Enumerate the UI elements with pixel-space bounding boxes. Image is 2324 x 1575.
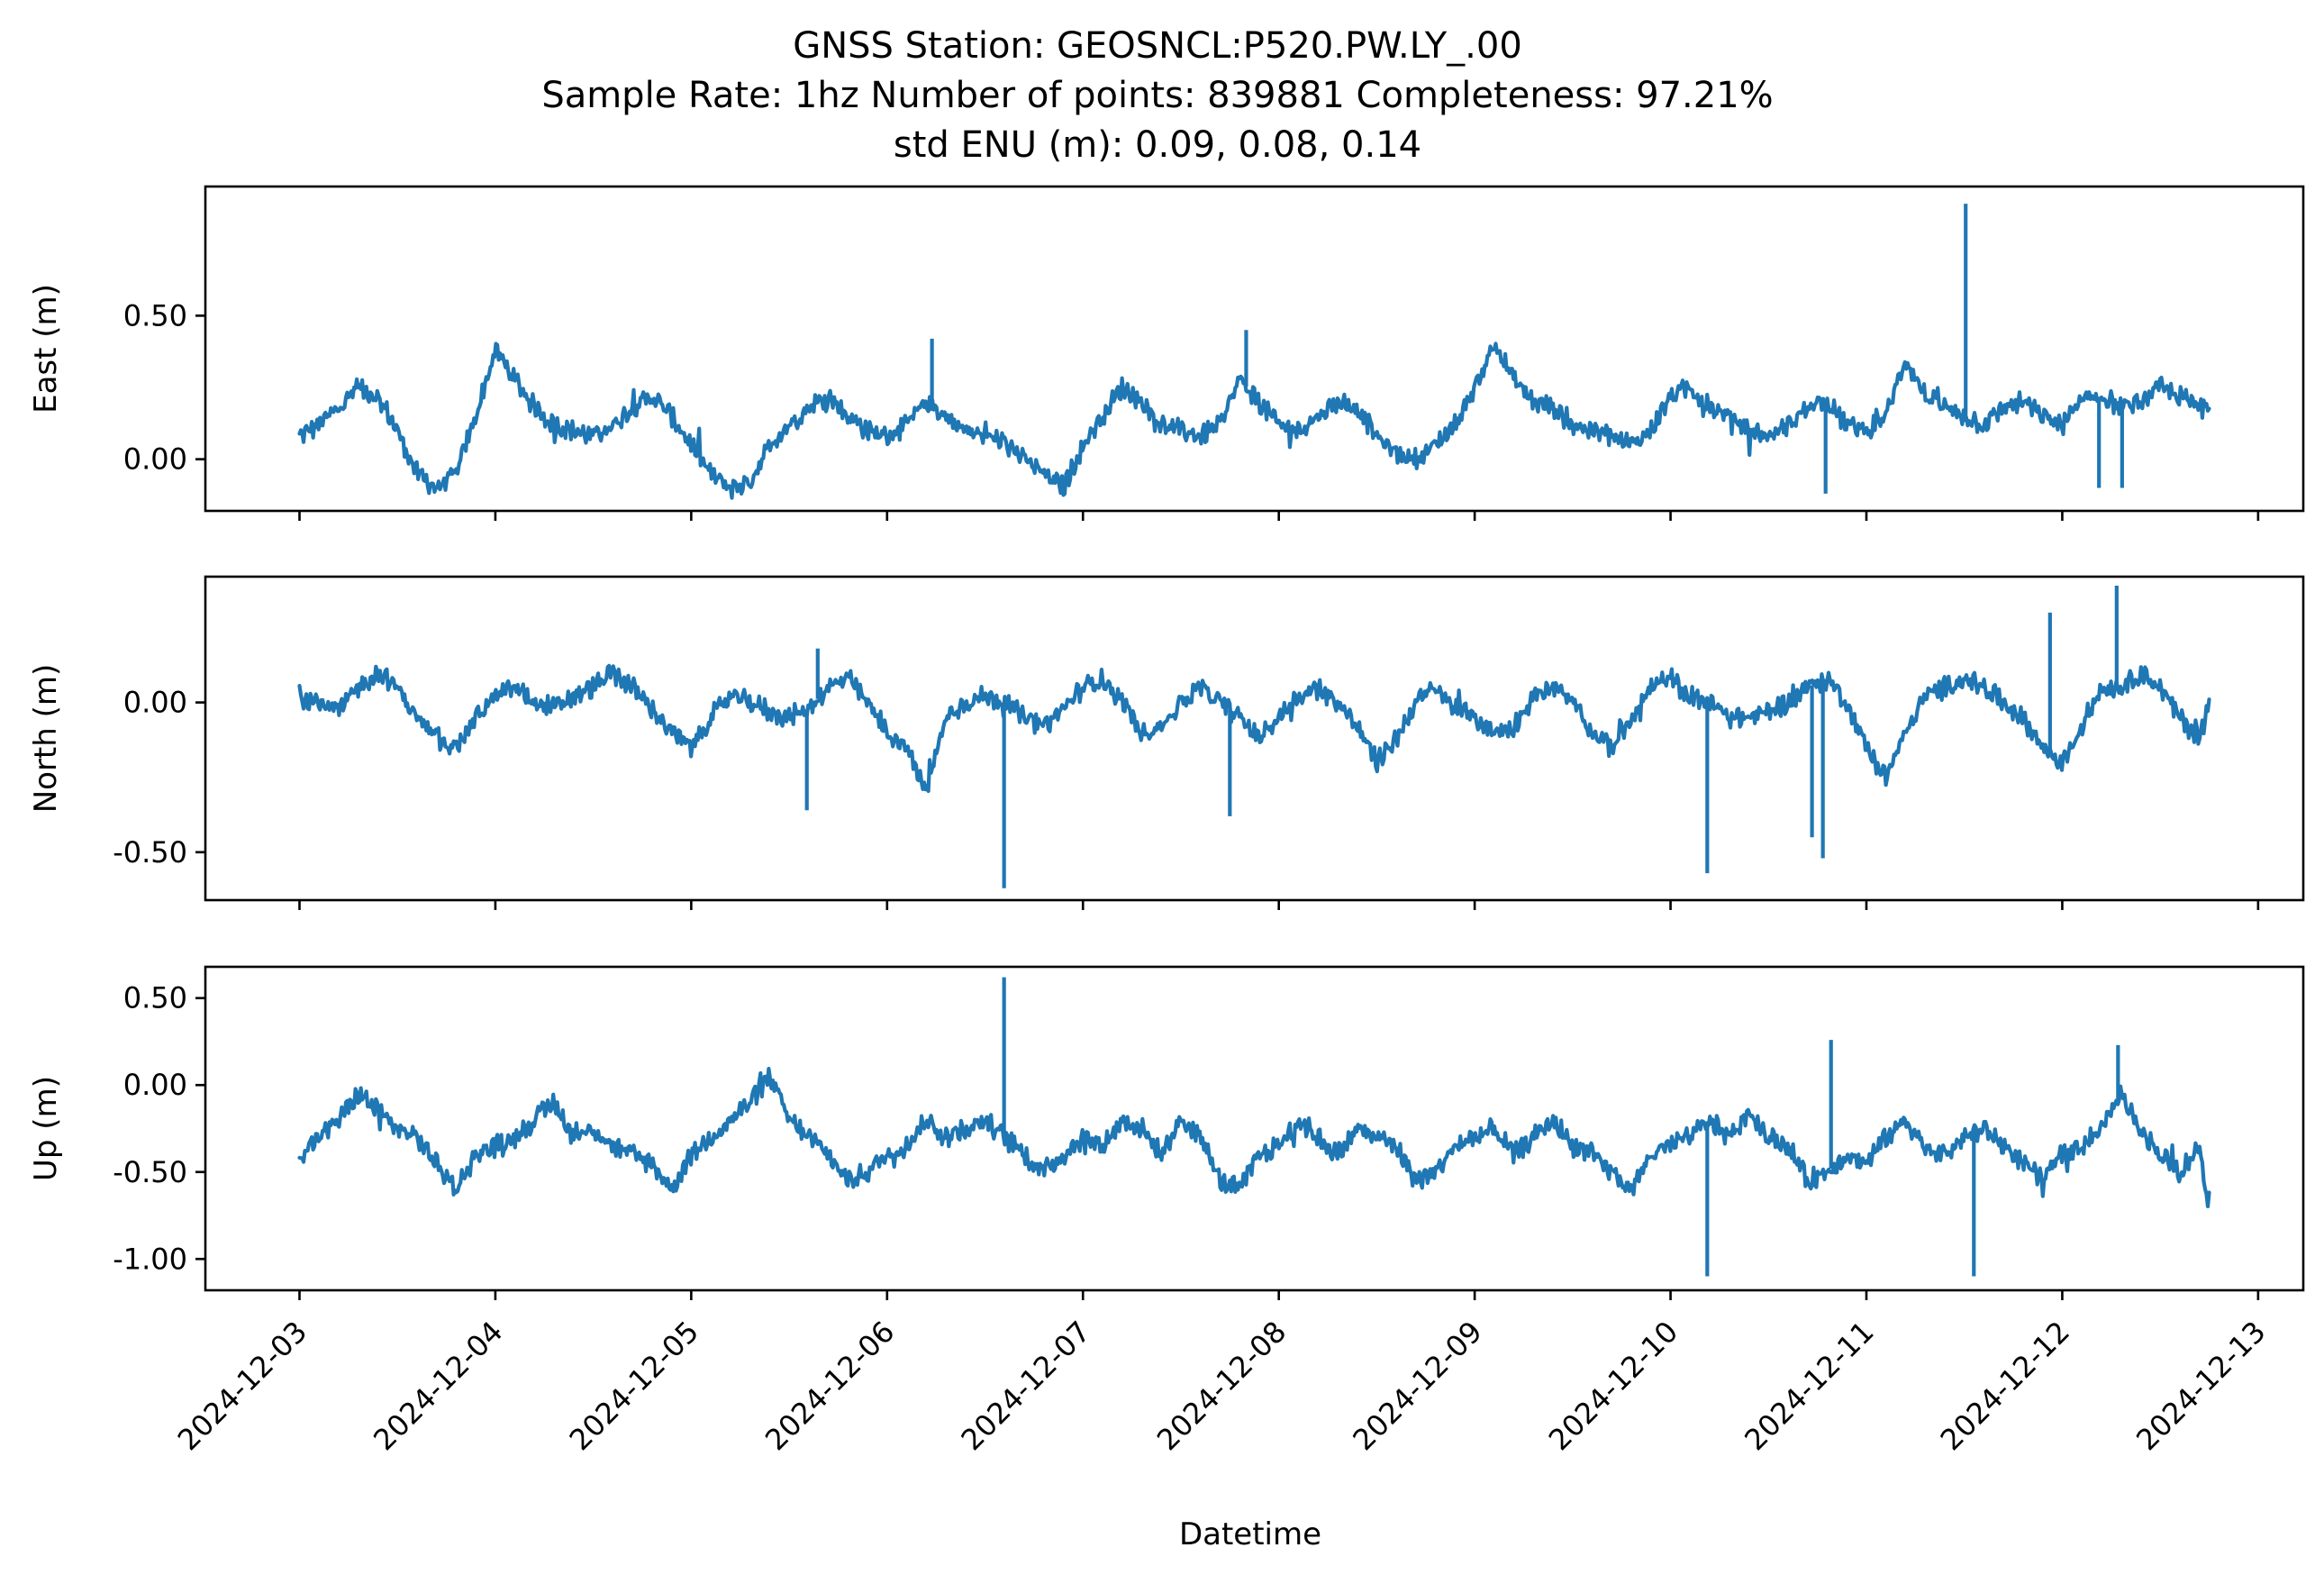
up-y-tick-label: 0.50 [123, 981, 187, 1015]
east-series-line [297, 341, 2211, 500]
east-y-tick-label: 0.00 [123, 442, 187, 477]
up-axes-frame [204, 965, 2305, 1292]
up-y-axis-label: Up (m) [28, 1076, 64, 1181]
north-series-line [297, 663, 2211, 794]
north-y-axis-label: North (m) [28, 664, 64, 814]
up-y-tick-label: -0.50 [113, 1155, 187, 1189]
east-axes-frame [204, 185, 2305, 513]
east-y-axis-label: East (m) [28, 284, 64, 414]
title-line-2: Sample Rate: 1hz Number of points: 83988… [541, 75, 1773, 116]
north-y-tick-label: 0.00 [123, 686, 187, 720]
north-panel: -0.50 0.00 North (m) [28, 575, 2305, 910]
up-y-tick-label: 0.00 [123, 1068, 187, 1102]
east-panel: 0.00 0.50 East (m) [28, 185, 2305, 521]
north-axes-frame [204, 575, 2305, 902]
x-axis-label: Datetime [1179, 1516, 1321, 1552]
up-y-tick-label: -1.00 [113, 1242, 187, 1276]
up-series-line [297, 1067, 2211, 1208]
east-y-tick-label: 0.50 [123, 298, 187, 332]
title-line-3: std ENU (m): 0.09, 0.08, 0.14 [894, 124, 1421, 166]
figure-title: GNSS Station: GEOSNCL:P520.PW.LY_.00 Sam… [541, 25, 1773, 166]
title-line-1: GNSS Station: GEOSNCL:P520.PW.LY_.00 [793, 25, 1522, 67]
north-y-tick-label: -0.50 [113, 835, 187, 869]
